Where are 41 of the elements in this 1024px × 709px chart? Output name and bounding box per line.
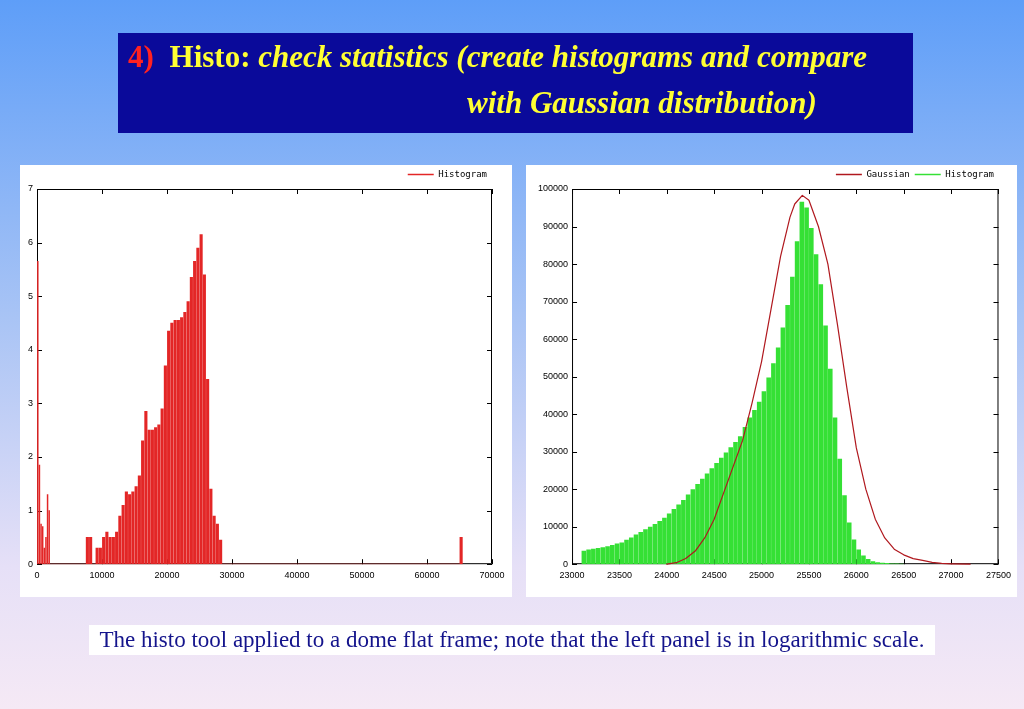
y-tick-label: 4 <box>27 344 34 355</box>
y-tick-label: 1 <box>27 505 34 516</box>
x-tick-label: 25000 <box>749 570 775 581</box>
y-tick-label: 0 <box>563 558 569 569</box>
chart-title: 4) Histo: check statistics (create histograms and compare with Gaussian distribution) <box>128 39 868 120</box>
y-tick-label: 40000 <box>543 408 569 419</box>
y-tick-label: 100000 <box>537 183 569 194</box>
y-tick-label: 30000 <box>543 446 569 457</box>
x-tick-label: 23500 <box>606 570 632 581</box>
legend-label: Gaussian <box>866 168 910 179</box>
x-tick-label: 27500 <box>985 570 1011 581</box>
x-tick-label: 23000 <box>559 570 585 581</box>
text: The histo tool applied to a dome flat frame; note that the left panel is in logarithmic scale. <box>89 625 935 655</box>
x-tick-label: 10000 <box>89 570 115 581</box>
y-tick-label: 90000 <box>543 221 569 231</box>
y-tick-label: 0 <box>27 558 34 569</box>
x-tick-label: 50000 <box>349 570 375 581</box>
y-tick-label: 5 <box>27 290 34 301</box>
y-tick-label: 7 <box>27 183 34 194</box>
legend-label: Histogram <box>438 168 488 179</box>
y-tick-label: 80000 <box>543 258 569 269</box>
x-tick-label: 25500 <box>796 570 822 581</box>
x-tick-label: 40000 <box>284 570 310 581</box>
x-tick-label: 60000 <box>414 570 440 581</box>
y-tick-label: 20000 <box>543 483 569 494</box>
y-tick-label: 50000 <box>543 371 569 382</box>
x-tick-label: 24500 <box>701 570 727 581</box>
x-tick-label: 27000 <box>938 570 964 581</box>
y-tick-label: 2 <box>27 451 34 462</box>
y-tick-label: 10000 <box>543 521 569 532</box>
y-tick-label: 60000 <box>543 333 569 344</box>
x-tick-label: 30000 <box>219 570 245 581</box>
y-tick-label: 70000 <box>543 296 569 307</box>
y-tick-label: 6 <box>27 237 34 248</box>
y-tick-label: 3 <box>27 397 34 408</box>
x-tick-label: 70000 <box>479 570 505 581</box>
x-tick-label: 24000 <box>654 570 680 581</box>
x-tick-label: 20000 <box>154 570 180 581</box>
x-tick-label: 26000 <box>843 570 869 581</box>
legend-label: Histogram <box>945 168 995 179</box>
x-tick-label: 26500 <box>891 570 917 581</box>
